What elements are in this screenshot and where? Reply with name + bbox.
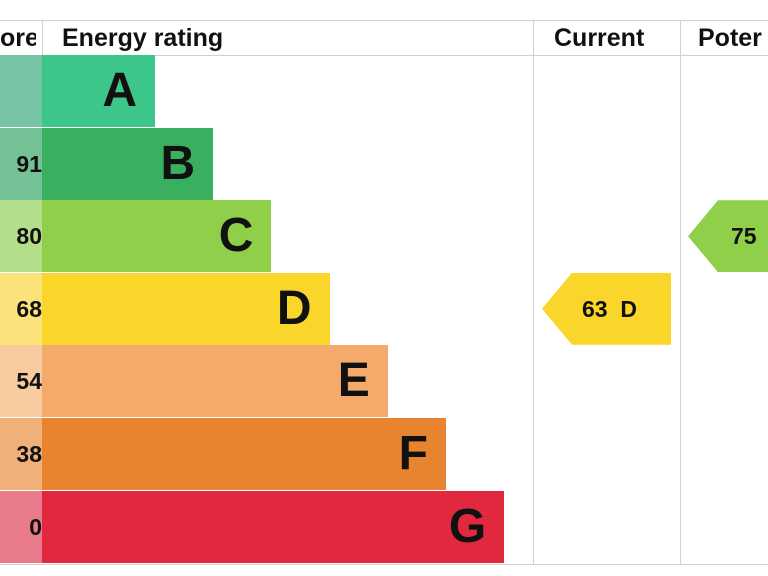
rating-bar-g: G — [42, 490, 505, 563]
rating-bar-b: B — [42, 127, 214, 200]
score-range-a — [0, 55, 42, 127]
score-range-g: 0 — [0, 490, 42, 563]
bottom-border — [0, 564, 768, 565]
rating-bar-c: C — [42, 200, 272, 273]
rating-letter: B — [160, 136, 196, 190]
column-divider — [533, 20, 534, 565]
rating-bar-e: E — [42, 345, 388, 418]
rating-letter: D — [276, 281, 312, 335]
score-range-d: 68 — [0, 272, 42, 345]
top-border — [0, 20, 768, 21]
score-range-b: 91 — [0, 127, 42, 200]
score-header: ore — [0, 24, 36, 52]
column-divider — [680, 20, 681, 565]
header-divider — [0, 55, 768, 56]
rating-letter: F — [398, 427, 428, 480]
current-rating-arrow: 63 D — [542, 272, 671, 345]
rating-bar-f: F — [42, 418, 446, 490]
rating-letter: E — [337, 354, 370, 408]
potential-header: Poter — [698, 24, 762, 52]
energy-rating-header: Energy rating — [62, 24, 224, 52]
rating-bar-a: A — [42, 55, 155, 127]
current-rating-label: 63 D — [582, 295, 637, 322]
rating-letter: C — [218, 209, 254, 263]
score-range-f: 38 — [0, 418, 42, 490]
current-header: Current — [554, 24, 645, 52]
rating-letter: G — [448, 499, 487, 553]
potential-rating-label: 75 — [731, 223, 757, 250]
score-range-e: 54 — [0, 345, 42, 418]
rating-bar-d: D — [42, 272, 330, 345]
score-range-c: 80 — [0, 200, 42, 273]
column-divider — [42, 20, 43, 56]
rating-letter: A — [102, 64, 137, 117]
potential-rating-arrow: 75 — [688, 200, 768, 273]
